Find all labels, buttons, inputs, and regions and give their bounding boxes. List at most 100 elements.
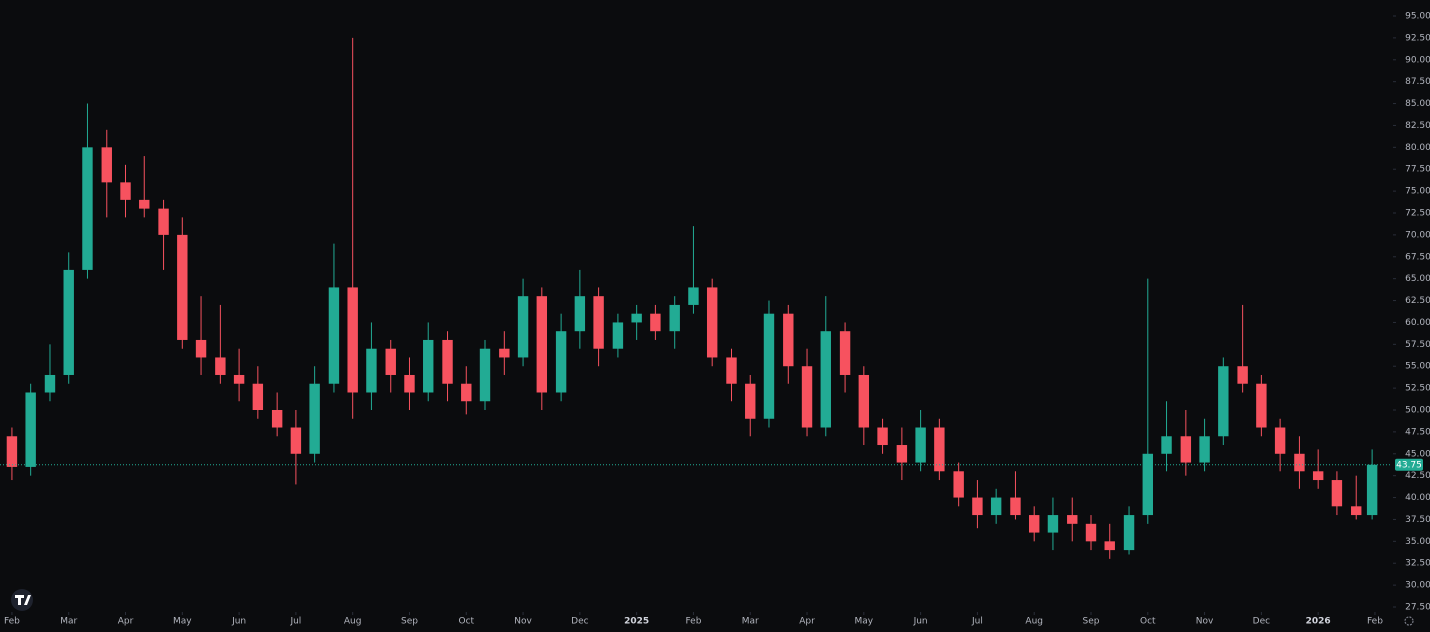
x-tick-label: Jul bbox=[971, 617, 983, 627]
x-tick-label: Jul bbox=[289, 617, 301, 627]
x-tick-label: Oct bbox=[458, 617, 474, 627]
candle-body bbox=[726, 357, 737, 384]
candle-body bbox=[101, 147, 112, 183]
y-tick-label: 92.50 bbox=[1405, 33, 1430, 43]
candle-body bbox=[669, 304, 680, 332]
candle-body bbox=[517, 296, 529, 358]
x-tick-label: Dec bbox=[571, 617, 588, 627]
candle-body bbox=[631, 313, 642, 323]
y-tick-label: 47.50 bbox=[1405, 427, 1430, 437]
candle-body bbox=[1104, 541, 1115, 551]
candle-body bbox=[688, 287, 699, 305]
candle-body bbox=[896, 445, 908, 463]
x-tick-label: Nov bbox=[514, 617, 532, 627]
candle-body bbox=[44, 374, 56, 393]
candle-body bbox=[1180, 436, 1192, 463]
candle-body bbox=[706, 287, 718, 358]
candle-body bbox=[1312, 471, 1324, 481]
x-tick-label: May bbox=[173, 617, 192, 627]
candle-body bbox=[1085, 523, 1097, 542]
y-tick-label: 37.50 bbox=[1405, 515, 1430, 525]
candle-body bbox=[593, 296, 604, 349]
x-tick-label: Dec bbox=[1253, 617, 1270, 627]
y-tick-label: 40.00 bbox=[1405, 493, 1430, 503]
candle-body bbox=[1294, 453, 1305, 472]
x-tick-label: Nov bbox=[1196, 617, 1214, 627]
x-tick-label: Jun bbox=[913, 617, 928, 627]
candle-body bbox=[763, 313, 775, 419]
candle-body bbox=[745, 383, 756, 419]
candle-body bbox=[366, 348, 377, 393]
logo-mark bbox=[15, 595, 31, 605]
x-tick-label: Mar bbox=[60, 617, 77, 627]
candle-body bbox=[120, 182, 131, 200]
candle-body bbox=[1123, 515, 1135, 551]
candle-body bbox=[858, 374, 870, 428]
candle-body bbox=[972, 497, 983, 516]
settings-icon[interactable] bbox=[1404, 616, 1414, 626]
candle-body bbox=[461, 383, 472, 402]
candle-body bbox=[1028, 515, 1040, 533]
candle-body bbox=[1047, 515, 1059, 533]
y-tick-label: 75.00 bbox=[1405, 187, 1430, 197]
x-tick-label: Aug bbox=[344, 617, 362, 627]
candle-body bbox=[990, 497, 1002, 516]
x-tick-label: Feb bbox=[4, 617, 20, 627]
candle-body bbox=[423, 339, 434, 393]
y-tick-label: 70.00 bbox=[1405, 230, 1430, 240]
y-tick-label: 42.50 bbox=[1405, 471, 1430, 481]
candle-body bbox=[139, 199, 150, 209]
candle-body bbox=[479, 348, 491, 402]
y-tick-label: 35.00 bbox=[1405, 537, 1430, 547]
x-tick-label: Sep bbox=[401, 617, 418, 627]
y-tick-label: 72.50 bbox=[1405, 209, 1430, 219]
y-tick-label: 60.00 bbox=[1405, 318, 1430, 328]
y-tick-label: 50.00 bbox=[1405, 406, 1430, 416]
candle-body bbox=[1366, 464, 1378, 516]
last-price-label: 43.75 bbox=[1396, 461, 1422, 471]
candle-body bbox=[801, 366, 813, 428]
x-tick-label: Mar bbox=[742, 617, 759, 627]
candle-body bbox=[1218, 366, 1229, 437]
candle-body bbox=[309, 383, 320, 454]
plot-area bbox=[0, 37, 1392, 559]
y-tick-label: 55.00 bbox=[1405, 362, 1430, 372]
y-tick-label: 77.50 bbox=[1405, 165, 1430, 175]
x-tick-label: Sep bbox=[1083, 617, 1100, 627]
y-tick-label: 65.00 bbox=[1405, 274, 1430, 284]
x-tick-label: Feb bbox=[1367, 617, 1383, 627]
candle-body bbox=[783, 313, 794, 367]
x-tick-label: Apr bbox=[118, 617, 134, 627]
candle-body bbox=[877, 427, 888, 446]
y-tick-label: 82.50 bbox=[1405, 121, 1430, 131]
candle-body bbox=[1199, 436, 1210, 463]
y-tick-label: 45.00 bbox=[1405, 449, 1430, 459]
candle-body bbox=[1142, 453, 1153, 516]
candle-body bbox=[1067, 515, 1078, 524]
y-tick-label: 32.50 bbox=[1405, 559, 1430, 569]
x-tick-label: Feb bbox=[685, 617, 701, 627]
candle-body bbox=[252, 383, 264, 410]
y-tick-label: 80.00 bbox=[1405, 143, 1430, 153]
x-tick-label: Jun bbox=[231, 617, 246, 627]
candle-body bbox=[1237, 366, 1248, 384]
candle-body bbox=[347, 287, 358, 393]
x-tick-label: Oct bbox=[1140, 617, 1156, 627]
candle-body bbox=[536, 296, 548, 393]
candle-body bbox=[934, 427, 945, 472]
candle-body bbox=[404, 374, 415, 393]
candle-body bbox=[1010, 497, 1021, 516]
candle-body bbox=[1274, 427, 1286, 454]
logo-badge[interactable] bbox=[11, 589, 33, 611]
x-tick-label: Apr bbox=[799, 617, 815, 627]
y-tick-label: 87.50 bbox=[1405, 77, 1430, 87]
candle-body bbox=[385, 348, 396, 375]
y-tick-label: 52.50 bbox=[1405, 384, 1430, 394]
candle-body bbox=[612, 322, 624, 349]
candle-body bbox=[233, 374, 245, 384]
candle-body bbox=[290, 427, 302, 454]
candle-body bbox=[1351, 506, 1362, 516]
candle-body bbox=[1331, 480, 1343, 507]
settings-button[interactable] bbox=[1404, 616, 1414, 626]
tv-logo[interactable] bbox=[11, 589, 33, 611]
